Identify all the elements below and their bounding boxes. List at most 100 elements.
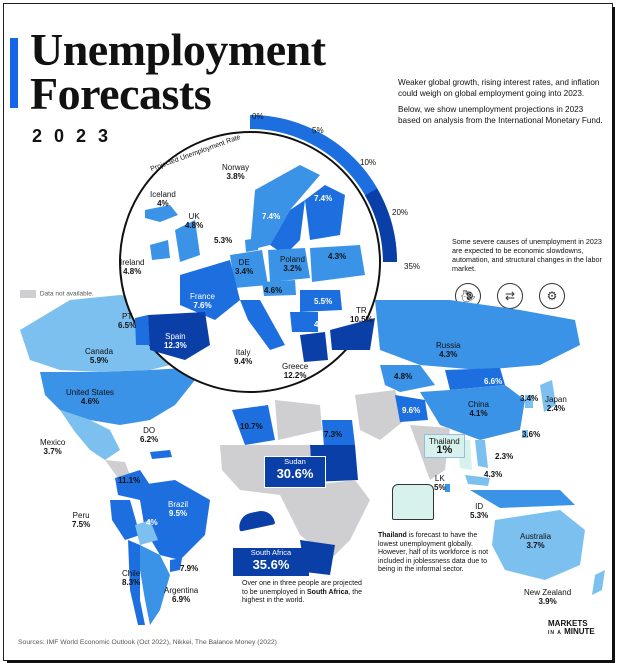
label-egypt: 7.3% [324, 430, 343, 439]
label-australia: Australia 3.7% [520, 532, 552, 550]
label-ireland: Ireland 4.8% [120, 258, 145, 276]
label-brazil: Brazil 9.5% [168, 500, 189, 518]
iran-shape [395, 395, 428, 422]
france-shape [180, 260, 240, 320]
label-indonesia: ID 5.3% [470, 502, 489, 520]
intro-paragraph-2: Below, we show unemployment projections … [398, 105, 603, 125]
sweden-shape [270, 200, 305, 255]
page-title: Unemployment Forecasts [30, 27, 326, 119]
japan-shape [540, 380, 556, 412]
legend-arc-dark [364, 188, 397, 263]
label-thailand: Thailand 1% [424, 434, 465, 458]
label-finland: 7.4% [314, 194, 333, 203]
middle-east-shape [355, 390, 405, 440]
sudan-name: Sudan [284, 457, 306, 466]
label-italy: Italy 9.4% [234, 348, 253, 366]
mexico-shape [60, 410, 120, 460]
romania-shape [300, 290, 342, 312]
label-canada: Canada 5.9% [85, 347, 114, 365]
label-kazakhstan: 4.8% [394, 372, 413, 381]
label-serbia: 4.7% [314, 320, 333, 329]
argentina-shape [140, 545, 170, 625]
turkey-shape [330, 318, 375, 350]
label-china: China 4.1% [468, 400, 489, 418]
label-denmark: 5.3% [214, 236, 233, 245]
finland-shape [305, 185, 345, 240]
sources: Sources: IMF World Economic Outlook (Oct… [18, 639, 277, 646]
mongolia-shape [445, 368, 505, 390]
tuk-tuk-icon [392, 484, 434, 520]
label-portugal: PT 6.5% [118, 312, 137, 330]
label-dominican: DO 6.2% [140, 426, 159, 444]
label-sweden: 7.4% [262, 212, 281, 221]
label-mexico: Mexico 3.7% [40, 438, 66, 456]
handshake-icon: ⇄ [497, 283, 523, 309]
label-japan: Japan 2.4% [545, 395, 567, 413]
label-korea: 3.4% [520, 394, 539, 403]
callout-south-africa: South Africa 35.6% [233, 548, 309, 576]
norway-shape [250, 165, 320, 250]
portugal-shape [135, 315, 150, 345]
title-accent-bar [10, 38, 18, 108]
label-colombia: 11.1% [118, 476, 141, 485]
uk-shape [175, 220, 200, 262]
egypt-shape [322, 420, 355, 447]
uruguay-shape [170, 558, 182, 572]
label-argentina: Argentina 6.9% [164, 586, 199, 604]
legend-tick-5: 5% [312, 126, 324, 135]
africa-mid-shape [220, 445, 370, 560]
south-africa-note: Over one in three people are projected t… [242, 580, 362, 605]
title-line-2: Forecasts [30, 68, 212, 119]
legend-tick-20: 20% [392, 208, 409, 217]
indonesia-shape [470, 490, 575, 508]
not-available-label: Data not available. [39, 290, 94, 298]
label-peru: Peru 7.5% [72, 511, 91, 529]
year-label: 2023 [32, 126, 121, 146]
denmark-shape [245, 238, 258, 252]
label-iceland: Iceland 4% [150, 190, 176, 208]
label-uruguay: 7.9% [180, 564, 199, 573]
label-uk: UK 4.8% [185, 212, 204, 230]
causes-text: Some severe causes of unemployment in 20… [452, 237, 602, 273]
vietnam-shape [475, 440, 488, 468]
title-line-1: Unemployment [30, 24, 326, 75]
callout-sudan: Sudan 30.6% [264, 456, 326, 488]
legend-not-available: Data not available. [20, 290, 94, 298]
peru-shape [110, 500, 140, 540]
legend-tick-35: 35% [404, 262, 421, 271]
ukraine-shape [310, 245, 365, 282]
thailand-note: Thailand is forecast to have the lowest … [378, 532, 489, 574]
korea-shape [525, 395, 533, 408]
malaysia-shape [465, 475, 490, 486]
new-zealand-shape [592, 570, 605, 595]
sri-lanka-shape [445, 484, 450, 492]
germany-shape [230, 250, 268, 288]
label-russia: Russia 4.3% [436, 341, 461, 359]
label-usa: United States 4.6% [66, 388, 115, 406]
south-africa-value: 35.6% [252, 557, 290, 572]
label-mongolia: 6.6% [484, 377, 503, 386]
label-norway: Norway 3.8% [222, 163, 250, 181]
label-sri-lanka: LK 5% [434, 474, 446, 492]
label-bolivia: 4% [146, 518, 158, 527]
label-ukraine: 4.3% [328, 252, 347, 261]
legend-tick-10: 10% [360, 158, 377, 167]
usa-shape [40, 368, 195, 425]
label-czech: 4.6% [264, 286, 283, 295]
not-available-swatch [20, 290, 36, 298]
south-africa-name: South Africa [250, 548, 292, 557]
label-greece: Greece 12.2% [282, 362, 309, 380]
central-america-shape [105, 460, 130, 478]
label-spain: Spain 12.3% [164, 332, 187, 350]
label-germany: DE 3.4% [235, 258, 254, 276]
north-africa-shape [275, 400, 322, 440]
spain-shape [148, 312, 210, 360]
dominican-shape [150, 450, 172, 459]
label-poland: Poland 3.2% [280, 255, 305, 273]
algeria-shape [232, 405, 275, 445]
taiwan-shape [522, 430, 528, 438]
ireland-shape [150, 240, 170, 260]
brand-logo: MARKETS IN A MINUTE [548, 619, 595, 637]
greece-shape [300, 332, 328, 362]
